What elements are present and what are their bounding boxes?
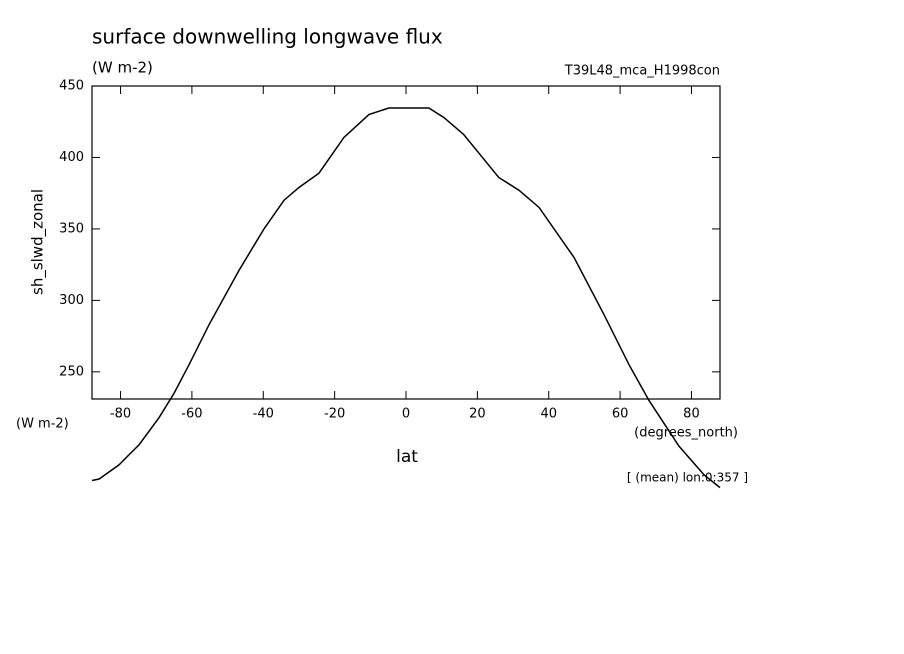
units-top: (W m-2) [92,59,153,77]
note: [ (mean) lon:0:357 ] [627,471,748,485]
y-tick-label: 350 [59,221,84,236]
x-tick-label: 60 [612,407,629,422]
y-tick-label: 300 [59,293,84,308]
units-left: (W m-2) [16,417,69,432]
plot-frame [91,85,721,400]
x-tick-label: -80 [110,407,131,422]
y-axis-label: sh_slwd_zonal [29,189,48,295]
x-axis-label: lat [396,447,418,467]
y-tick-label: 250 [59,364,84,379]
x-tick-label: -20 [324,407,345,422]
x-tick-label: -60 [181,407,202,422]
x-tick-label: -40 [253,407,274,422]
dataset-label: T39L48_mca_H1998con [564,64,720,79]
y-tick-label: 400 [59,150,84,165]
data-line [91,107,721,489]
y-tick-label: 450 [59,79,84,94]
chart-title: surface downwelling longwave flux [92,25,443,49]
x-tick-label: 40 [540,407,557,422]
x-tick-label: 20 [469,407,486,422]
x-units: (degrees_north) [634,426,738,441]
x-tick-label: 80 [683,407,700,422]
x-tick-label: 0 [402,407,410,422]
